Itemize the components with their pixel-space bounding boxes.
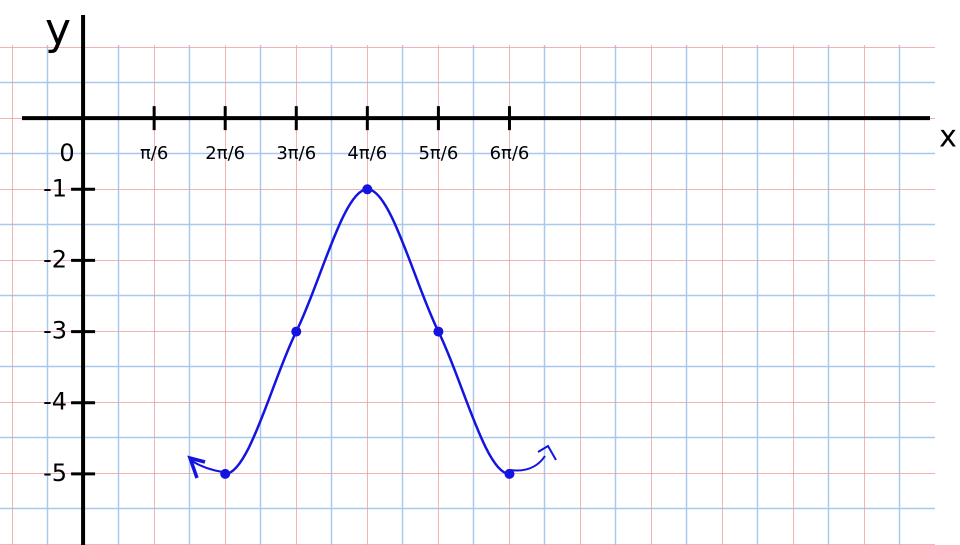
y-axis-label: y	[45, 4, 71, 55]
x-tick-label: 0	[59, 139, 74, 167]
grid-paper	[0, 45, 935, 545]
y-tick-label: -2	[43, 245, 67, 273]
y-tick-label: -3	[43, 317, 67, 345]
x-tick-label: 5π/6	[418, 143, 458, 164]
plot: 0 π/6 2π/6 3π/6 4π/6 5π/6 6π/6 -1 -2 -3 -4 -5	[22, 15, 930, 545]
point	[291, 326, 302, 337]
point	[504, 468, 515, 479]
point	[220, 468, 231, 479]
x-tick-label: 6π/6	[490, 143, 530, 164]
x-axis-label: x	[939, 120, 957, 155]
x-tick-label: 3π/6	[276, 143, 316, 164]
curve-extension	[509, 455, 546, 472]
point	[362, 184, 373, 195]
y-tick-label: -1	[43, 174, 67, 202]
point	[433, 326, 444, 337]
curve-extension	[191, 460, 224, 473]
arrow-head	[187, 455, 206, 479]
y-tick-label: -4	[43, 388, 67, 416]
arrow-head	[537, 444, 557, 461]
y-tick-label: -5	[43, 459, 67, 487]
x-tick-label: 4π/6	[347, 143, 387, 164]
x-tick-label: π/6	[140, 143, 168, 164]
x-tick-label: 2π/6	[205, 143, 245, 164]
